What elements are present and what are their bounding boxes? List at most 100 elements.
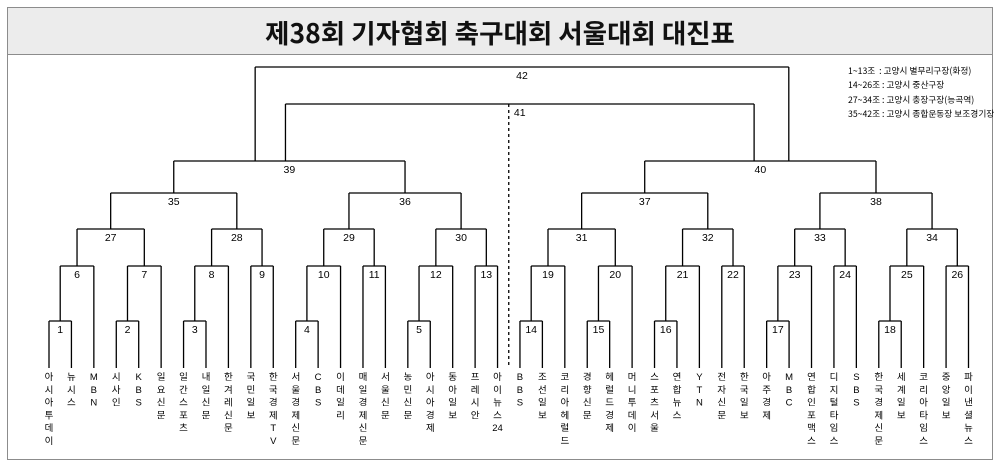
svg-text:24: 24 — [492, 423, 503, 434]
svg-text:문: 문 — [291, 436, 300, 447]
svg-text:낸: 낸 — [964, 398, 973, 409]
svg-text:츠: 츠 — [179, 423, 188, 434]
svg-text:안: 안 — [471, 410, 480, 421]
svg-text:B: B — [315, 385, 321, 396]
svg-text:37: 37 — [639, 196, 651, 208]
svg-text:이: 이 — [964, 385, 973, 396]
svg-text:스: 스 — [919, 436, 928, 447]
svg-text:V: V — [270, 436, 277, 447]
svg-text:문: 문 — [202, 410, 211, 421]
svg-text:자: 자 — [717, 385, 726, 396]
svg-text:뉴: 뉴 — [964, 423, 973, 434]
svg-text:28: 28 — [231, 232, 243, 244]
svg-text:경: 경 — [762, 398, 771, 409]
svg-text:스: 스 — [673, 410, 682, 421]
svg-text:일: 일 — [336, 398, 345, 409]
svg-text:간: 간 — [179, 385, 188, 396]
svg-text:임: 임 — [830, 423, 839, 434]
svg-text:25: 25 — [901, 269, 913, 281]
svg-text:33: 33 — [814, 232, 826, 244]
svg-text:경: 경 — [426, 410, 435, 421]
svg-text:스: 스 — [807, 436, 816, 447]
svg-text:셜: 셜 — [964, 410, 973, 421]
svg-text:20: 20 — [609, 269, 621, 281]
svg-text:신: 신 — [874, 423, 883, 434]
svg-text:서: 서 — [650, 410, 659, 421]
svg-text:제: 제 — [874, 410, 883, 421]
svg-text:제: 제 — [359, 410, 368, 421]
svg-text:신: 신 — [359, 423, 368, 434]
svg-text:34: 34 — [926, 232, 938, 244]
svg-text:21: 21 — [677, 269, 689, 281]
svg-text:경: 경 — [605, 410, 614, 421]
svg-text:10: 10 — [318, 269, 330, 281]
svg-text:아: 아 — [762, 372, 771, 383]
svg-text:32: 32 — [702, 232, 714, 244]
svg-text:국: 국 — [874, 385, 883, 396]
svg-text:일: 일 — [246, 398, 255, 409]
svg-text:6: 6 — [74, 269, 80, 281]
svg-text:일: 일 — [157, 372, 166, 383]
svg-text:문: 문 — [157, 410, 166, 421]
svg-text:일: 일 — [359, 385, 368, 396]
svg-text:경: 경 — [359, 398, 368, 409]
svg-text:이: 이 — [628, 423, 637, 434]
svg-text:합: 합 — [807, 385, 816, 396]
svg-text:동: 동 — [448, 372, 457, 383]
svg-text:41: 41 — [514, 107, 526, 119]
svg-text:사: 사 — [112, 385, 121, 396]
svg-text:포: 포 — [807, 410, 816, 421]
svg-text:니: 니 — [628, 385, 637, 396]
svg-text:데: 데 — [336, 385, 345, 396]
svg-text:경: 경 — [291, 398, 300, 409]
svg-text:문: 문 — [359, 436, 368, 447]
svg-text:B: B — [786, 385, 792, 396]
svg-text:스: 스 — [964, 436, 973, 447]
svg-text:보: 보 — [538, 410, 547, 421]
svg-text:뉴: 뉴 — [673, 398, 682, 409]
svg-text:신: 신 — [403, 398, 412, 409]
svg-text:7: 7 — [141, 269, 147, 281]
svg-text:경: 경 — [269, 398, 278, 409]
svg-text:럴: 럴 — [560, 423, 569, 434]
svg-text:35: 35 — [168, 196, 180, 208]
svg-text:드: 드 — [560, 436, 569, 447]
svg-text:농: 농 — [403, 372, 412, 383]
svg-text:보: 보 — [740, 410, 749, 421]
svg-text:B: B — [853, 385, 859, 396]
svg-text:연: 연 — [807, 372, 816, 383]
svg-text:선: 선 — [538, 385, 547, 396]
svg-text:5: 5 — [416, 324, 422, 336]
svg-text:제: 제 — [426, 423, 435, 434]
svg-text:아: 아 — [426, 372, 435, 383]
svg-text:8: 8 — [209, 269, 215, 281]
svg-text:아: 아 — [45, 398, 54, 409]
svg-text:스: 스 — [650, 372, 659, 383]
svg-text:B: B — [136, 385, 142, 396]
svg-text:신: 신 — [157, 398, 166, 409]
svg-text:아: 아 — [493, 372, 502, 383]
svg-text:리: 리 — [336, 410, 345, 421]
svg-text:C: C — [315, 372, 322, 383]
svg-text:포: 포 — [650, 385, 659, 396]
svg-text:22: 22 — [727, 269, 739, 281]
svg-text:11: 11 — [369, 269, 380, 281]
svg-text:스: 스 — [179, 398, 188, 409]
svg-text:문: 문 — [403, 410, 412, 421]
svg-text:N: N — [696, 398, 703, 409]
svg-text:아: 아 — [426, 398, 435, 409]
svg-text:디: 디 — [830, 372, 839, 383]
svg-text:14: 14 — [525, 324, 537, 336]
svg-text:아: 아 — [560, 398, 569, 409]
svg-text:인: 인 — [807, 398, 816, 409]
svg-text:레: 레 — [224, 398, 233, 409]
svg-text:데: 데 — [45, 423, 54, 434]
svg-text:제: 제 — [269, 410, 278, 421]
svg-text:일: 일 — [538, 398, 547, 409]
svg-text:향: 향 — [583, 385, 592, 396]
svg-text:헤: 헤 — [605, 372, 614, 383]
svg-text:일: 일 — [897, 398, 906, 409]
svg-text:계: 계 — [897, 385, 906, 396]
svg-text:신: 신 — [717, 398, 726, 409]
svg-text:T: T — [696, 385, 702, 396]
